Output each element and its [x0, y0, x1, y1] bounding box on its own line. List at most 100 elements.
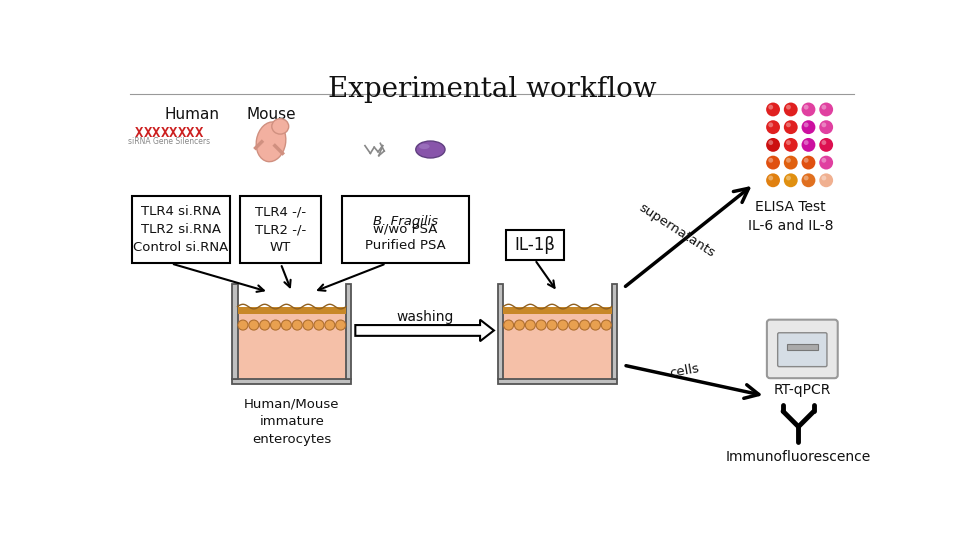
Text: X: X [152, 126, 160, 139]
Circle shape [802, 103, 815, 117]
Circle shape [504, 320, 514, 330]
Polygon shape [498, 379, 617, 384]
Circle shape [568, 320, 579, 330]
Polygon shape [232, 284, 237, 379]
Circle shape [515, 320, 524, 330]
Circle shape [804, 105, 808, 110]
Polygon shape [498, 284, 503, 379]
Circle shape [766, 120, 780, 134]
Circle shape [819, 156, 833, 170]
Circle shape [303, 320, 313, 330]
Text: ELISA Test
IL-6 and IL-8: ELISA Test IL-6 and IL-8 [748, 200, 833, 233]
FancyBboxPatch shape [342, 195, 468, 264]
Text: X: X [160, 126, 169, 139]
Text: X: X [169, 126, 178, 139]
Circle shape [783, 173, 798, 187]
Polygon shape [503, 307, 612, 314]
Circle shape [601, 320, 612, 330]
Polygon shape [612, 284, 617, 379]
Circle shape [804, 140, 808, 145]
Circle shape [819, 120, 833, 134]
Circle shape [804, 176, 808, 180]
FancyBboxPatch shape [506, 231, 564, 260]
Text: X: X [195, 126, 203, 139]
Polygon shape [232, 379, 351, 384]
Circle shape [802, 138, 815, 152]
Circle shape [766, 138, 780, 152]
Circle shape [766, 103, 780, 117]
Circle shape [783, 103, 798, 117]
Circle shape [819, 173, 833, 187]
FancyBboxPatch shape [132, 195, 230, 264]
Circle shape [786, 158, 791, 163]
Circle shape [822, 176, 827, 180]
Circle shape [768, 105, 773, 110]
Text: X: X [178, 126, 186, 139]
Text: Experimental workflow: Experimental workflow [327, 76, 657, 103]
Polygon shape [503, 314, 612, 379]
Text: supernatants: supernatants [636, 201, 717, 260]
Circle shape [768, 123, 773, 127]
Text: X: X [186, 126, 194, 139]
Text: siRNA Gene Silencers: siRNA Gene Silencers [128, 137, 210, 146]
Ellipse shape [272, 119, 289, 134]
FancyBboxPatch shape [787, 343, 818, 350]
Circle shape [259, 320, 270, 330]
Text: TLR4 -/-
TLR2 -/-
WT: TLR4 -/- TLR2 -/- WT [255, 205, 306, 254]
FancyBboxPatch shape [767, 320, 838, 378]
Circle shape [536, 320, 546, 330]
FancyBboxPatch shape [240, 195, 321, 264]
Circle shape [766, 156, 780, 170]
Circle shape [786, 123, 791, 127]
Circle shape [783, 156, 798, 170]
Ellipse shape [419, 144, 430, 149]
Circle shape [822, 140, 827, 145]
Circle shape [783, 138, 798, 152]
Text: cells: cells [668, 362, 701, 380]
Text: TLR4 si.RNA
TLR2 si.RNA
Control si.RNA: TLR4 si.RNA TLR2 si.RNA Control si.RNA [133, 205, 228, 254]
Circle shape [249, 320, 259, 330]
Text: IL-1β: IL-1β [515, 236, 555, 254]
Circle shape [768, 140, 773, 145]
Circle shape [802, 156, 815, 170]
FancyArrow shape [355, 320, 494, 341]
Circle shape [336, 320, 346, 330]
Text: Immunofluorescence: Immunofluorescence [726, 450, 871, 464]
Circle shape [314, 320, 324, 330]
Polygon shape [237, 307, 347, 314]
Polygon shape [347, 284, 351, 379]
FancyBboxPatch shape [778, 333, 827, 367]
Text: w/wo PSA
Purified PSA: w/wo PSA Purified PSA [365, 222, 445, 252]
Circle shape [786, 176, 791, 180]
Polygon shape [237, 314, 347, 379]
Ellipse shape [416, 141, 445, 158]
Text: washing: washing [396, 309, 453, 323]
Circle shape [547, 320, 557, 330]
Circle shape [558, 320, 568, 330]
Circle shape [271, 320, 280, 330]
Circle shape [525, 320, 536, 330]
Circle shape [324, 320, 335, 330]
Circle shape [768, 158, 773, 163]
Text: Mouse: Mouse [246, 107, 296, 122]
Circle shape [580, 320, 589, 330]
Circle shape [281, 320, 292, 330]
Text: B. Fragilis: B. Fragilis [372, 215, 438, 228]
Circle shape [766, 173, 780, 187]
Circle shape [819, 138, 833, 152]
Circle shape [802, 120, 815, 134]
Circle shape [292, 320, 302, 330]
Circle shape [802, 173, 815, 187]
Text: Human/Mouse
immature
enterocytes: Human/Mouse immature enterocytes [244, 397, 340, 447]
Ellipse shape [256, 122, 286, 161]
Circle shape [786, 140, 791, 145]
Circle shape [819, 103, 833, 117]
Circle shape [804, 158, 808, 163]
Text: X: X [144, 126, 152, 139]
Circle shape [822, 123, 827, 127]
Text: RT-qPCR: RT-qPCR [774, 383, 831, 397]
Circle shape [822, 105, 827, 110]
Circle shape [238, 320, 248, 330]
Circle shape [786, 105, 791, 110]
Circle shape [822, 158, 827, 163]
